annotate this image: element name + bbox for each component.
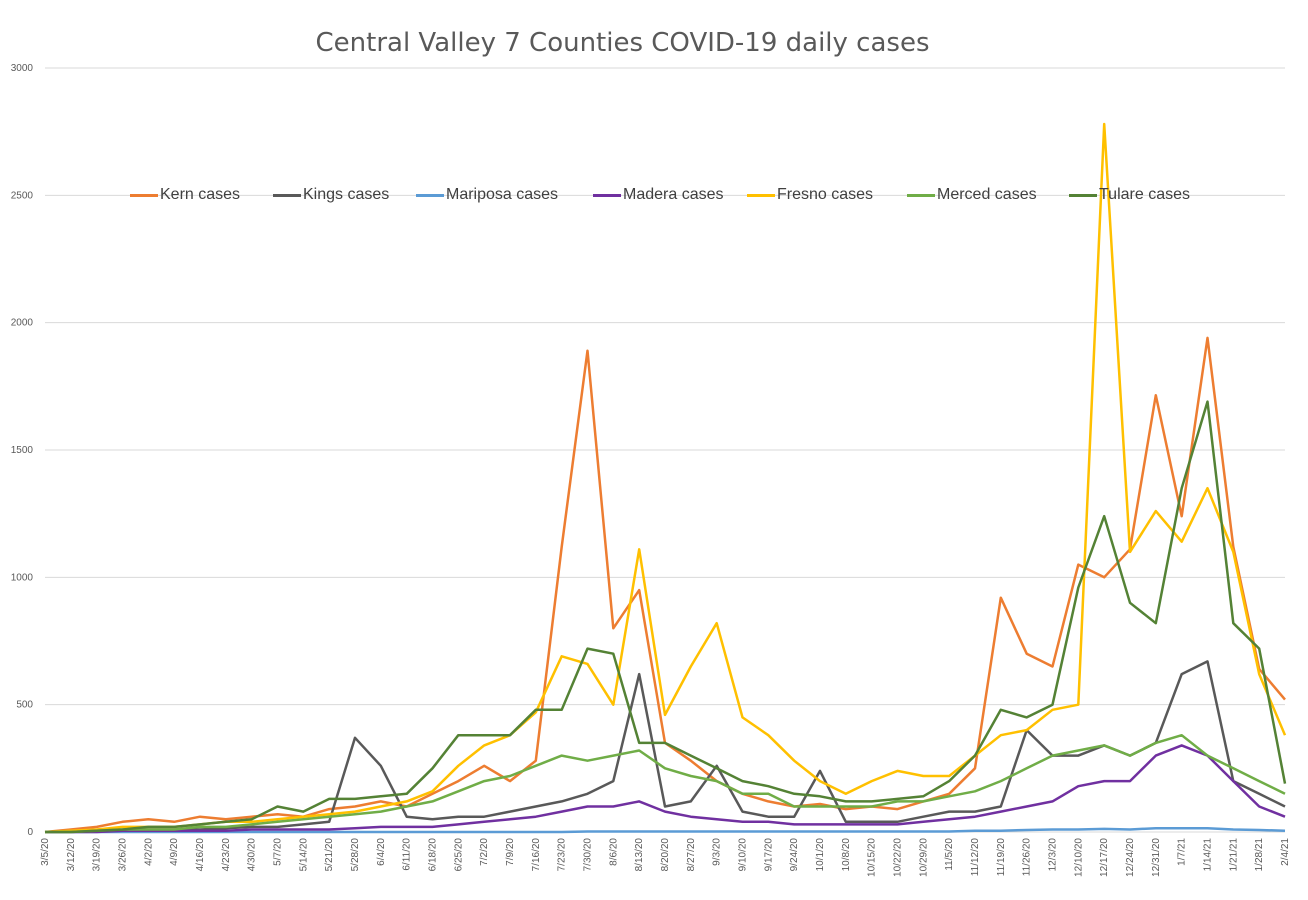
chart-title: Central Valley 7 Counties COVID-19 daily…: [315, 28, 930, 58]
x-tick-label: 3/5/20: [40, 838, 51, 866]
legend-item: Mariposa cases: [416, 186, 593, 204]
x-tick-label: 11/5/20: [944, 838, 955, 871]
x-tick-label: 1/14/21: [1203, 838, 1214, 872]
x-tick-label: 8/13/20: [634, 838, 645, 872]
x-tick-label: 6/4/20: [376, 838, 387, 866]
legend-item: Fresno cases: [747, 186, 907, 204]
x-tick-label: 4/23/20: [221, 838, 232, 872]
x-tick-label: 1/21/21: [1228, 838, 1239, 872]
x-tick-label: 9/10/20: [738, 838, 749, 872]
x-tick-label: 8/20/20: [660, 838, 671, 872]
y-tick-label: 1500: [11, 445, 34, 456]
x-tick-label: 6/11/20: [402, 838, 413, 871]
x-tick-label: 11/19/20: [996, 838, 1007, 877]
legend-swatch: [130, 193, 158, 197]
x-tick-label: 8/6/20: [608, 838, 619, 866]
x-tick-label: 9/3/20: [712, 838, 723, 866]
legend-swatch: [1069, 193, 1097, 197]
legend-item: Kern cases: [130, 186, 273, 204]
y-axis: 0 500 1000 1500 2000 2500 3000: [11, 63, 34, 838]
series-line-tulare-cases: [45, 400, 1287, 834]
x-tick-label: 4/9/20: [169, 838, 180, 866]
x-tick-label: 10/15/20: [867, 838, 878, 877]
legend-swatch: [416, 193, 444, 197]
series-line-kern-cases: [44, 336, 1286, 834]
gridlines: [45, 67, 1285, 833]
x-tick-label: 4/2/20: [143, 838, 154, 866]
legend-item: Tulare cases: [1069, 186, 1209, 204]
x-tick-label: 5/21/20: [324, 838, 335, 872]
x-tick-label: 12/3/20: [1048, 838, 1059, 872]
x-tick-label: 1/7/21: [1177, 838, 1188, 866]
y-tick-label: 2500: [11, 190, 34, 201]
x-tick-label: 7/2/20: [479, 838, 490, 866]
series-line-kings-cases: [45, 660, 1286, 834]
x-tick-label: 12/10/20: [1073, 838, 1084, 877]
x-tick-label: 10/22/20: [893, 838, 904, 877]
x-tick-label: 7/16/20: [531, 838, 542, 872]
legend-label: Tulare cases: [1099, 186, 1190, 203]
series-lines: [44, 122, 1287, 834]
x-tick-label: 3/19/20: [92, 838, 103, 872]
x-tick-label: 10/8/20: [841, 838, 852, 872]
x-tick-label: 6/18/20: [428, 838, 439, 872]
legend-label: Madera cases: [623, 186, 724, 203]
legend-label: Kern cases: [160, 186, 241, 203]
x-tick-label: 5/7/20: [273, 838, 284, 866]
x-tick-label: 11/12/20: [970, 838, 981, 877]
x-tick-label: 10/29/20: [918, 838, 929, 877]
x-tick-label: 4/16/20: [195, 838, 206, 872]
series-line-fresno-cases: [44, 122, 1287, 834]
series-line-madera-cases: [45, 744, 1286, 834]
x-tick-label: 5/28/20: [350, 838, 361, 872]
x-tick-label: 9/24/20: [789, 838, 800, 872]
legend-label: Mariposa cases: [446, 186, 559, 203]
x-axis: 3/5/20 3/12/20 3/19/20 3/26/20 4/2/20 4/9/20 4…: [40, 838, 1291, 877]
x-tick-label: 12/31/20: [1151, 838, 1162, 877]
y-tick-label: 1000: [11, 572, 34, 583]
x-tick-label: 7/23/20: [557, 838, 568, 872]
x-tick-label: 6/25/20: [453, 838, 464, 872]
x-tick-label: 12/17/20: [1099, 838, 1110, 877]
x-tick-label: 8/27/20: [686, 838, 697, 872]
legend-label: Merced cases: [937, 186, 1037, 203]
x-tick-label: 7/9/20: [505, 838, 516, 866]
x-tick-label: 3/12/20: [66, 838, 77, 872]
x-tick-label: 4/30/20: [247, 838, 258, 872]
y-tick-label: 0: [27, 827, 33, 838]
x-tick-label: 7/30/20: [583, 838, 594, 872]
y-tick-label: 3000: [11, 63, 34, 74]
legend-item: Merced cases: [907, 186, 1069, 204]
x-tick-label: 12/24/20: [1125, 838, 1136, 877]
legend-swatch: [747, 193, 775, 197]
x-tick-label: 1/28/21: [1254, 838, 1265, 872]
legend-label: Kings cases: [303, 186, 390, 203]
chart-legend: Kern cases Kings cases Mariposa cases Mader…: [130, 186, 1209, 204]
legend-swatch: [273, 193, 301, 197]
y-tick-label: 500: [16, 700, 33, 711]
y-tick-label: 2000: [11, 318, 34, 329]
legend-swatch: [907, 193, 935, 197]
series-line-merced-cases: [45, 733, 1286, 834]
legend-label: Fresno cases: [777, 186, 874, 203]
x-tick-label: 3/26/20: [118, 838, 129, 872]
x-tick-label: 9/17/20: [763, 838, 774, 872]
x-tick-label: 11/26/20: [1022, 838, 1033, 877]
x-tick-label: 10/1/20: [815, 838, 826, 872]
legend-swatch: [593, 193, 621, 197]
x-tick-label: 2/4/21: [1280, 838, 1291, 866]
x-tick-label: 5/14/20: [298, 838, 309, 872]
legend-item: Madera cases: [593, 186, 747, 204]
legend-item: Kings cases: [273, 186, 416, 204]
